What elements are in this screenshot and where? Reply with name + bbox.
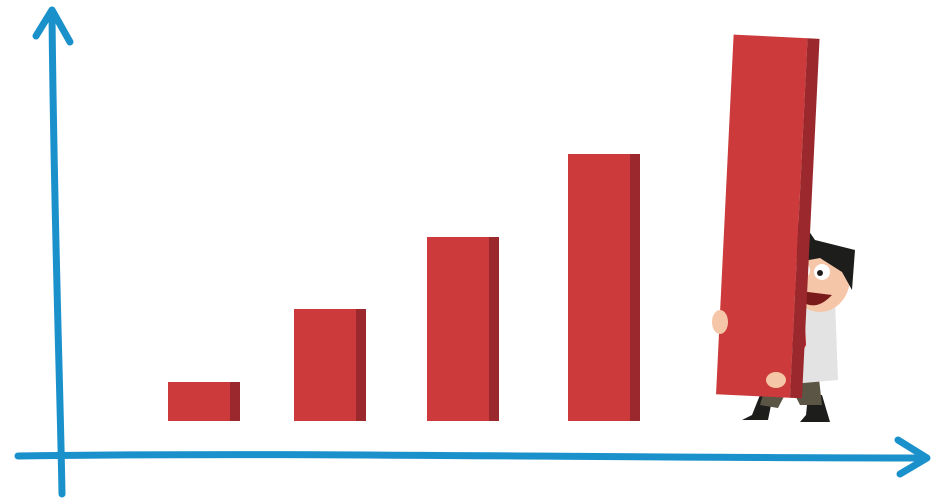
y-axis-arrow <box>32 6 74 46</box>
bar-side <box>789 38 820 399</box>
pupil <box>817 270 823 276</box>
axes <box>14 6 931 498</box>
bar-side <box>230 382 240 421</box>
bar-front <box>716 34 808 398</box>
bar-side <box>356 309 366 421</box>
bar <box>716 34 820 399</box>
hand <box>766 372 786 388</box>
bar <box>568 154 640 421</box>
bar-front <box>168 382 230 421</box>
bar-front <box>568 154 630 421</box>
bar-side <box>630 154 640 421</box>
bar <box>427 237 499 421</box>
bar-front <box>294 309 356 421</box>
hand <box>712 310 728 334</box>
y-axis <box>48 10 66 498</box>
bar <box>168 382 240 421</box>
x-axis-arrow <box>894 436 931 478</box>
bar <box>294 309 366 421</box>
x-axis <box>14 451 929 462</box>
bar-side <box>489 237 499 421</box>
bar-front <box>427 237 489 421</box>
